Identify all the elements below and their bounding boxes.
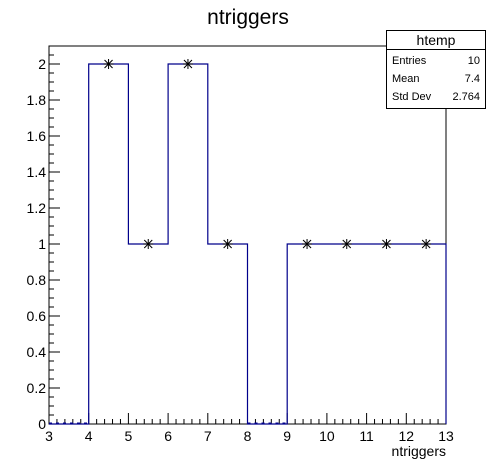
x-tick-label: 10 [319, 428, 335, 444]
y-tick-label: 1.4 [27, 164, 47, 180]
y-tick-label: 0.2 [27, 380, 47, 396]
x-tick-label: 4 [85, 428, 93, 444]
bin-marker [341, 239, 352, 249]
stats-stddev-value: 2.764 [452, 91, 480, 103]
chart-title: ntriggers [207, 6, 289, 29]
stats-row-stddev: Std Dev 2.764 [392, 89, 480, 105]
y-tick-label: 1.2 [27, 200, 47, 216]
marker-stroke [183, 59, 193, 69]
y-tick-label: 0 [38, 416, 46, 432]
y-tick-label: 0.6 [27, 308, 47, 324]
stats-entries-value: 10 [467, 55, 480, 67]
y-tick-label: 0.8 [27, 272, 47, 288]
marker-stroke [421, 239, 431, 249]
x-axis: 3 4 5 6 7 8 9 10 11 12 13 [45, 413, 454, 444]
marker-stroke [104, 59, 113, 69]
marker-stroke [382, 239, 391, 249]
bin-marker [222, 239, 233, 249]
stats-entries-label: Entries [392, 55, 427, 67]
y-tick-label: 1.8 [27, 92, 47, 108]
stats-box: htemp Entries 10 Mean 7.4 Std Dev 2.764 [386, 30, 486, 109]
y-tick-label: 1.6 [27, 128, 47, 144]
bin-marker [182, 59, 193, 69]
stats-row-entries: Entries 10 [392, 53, 480, 69]
bin-marker [302, 239, 313, 249]
bin-marker [143, 239, 154, 249]
x-tick-label: 8 [244, 428, 252, 444]
stats-row-mean: Mean 7.4 [392, 71, 480, 87]
x-axis-label: ntriggers [392, 443, 446, 459]
x-tick-label: 6 [164, 428, 172, 444]
x-tick-label: 11 [359, 428, 374, 444]
bin-marker [103, 59, 114, 69]
y-tick-label: 0.4 [27, 344, 47, 360]
marker-stroke [223, 239, 233, 249]
marker-stroke [342, 239, 352, 249]
stats-mean-label: Mean [392, 73, 420, 85]
x-tick-label: 12 [399, 428, 415, 444]
marker-stroke [143, 239, 153, 249]
bin-marker [381, 239, 392, 249]
x-tick-label: 7 [204, 428, 212, 444]
x-tick-label: 9 [283, 428, 291, 444]
y-tick-label: 1 [38, 236, 46, 252]
stats-mean-value: 7.4 [464, 73, 480, 85]
x-tick-label: 5 [125, 428, 133, 444]
histogram-markers [103, 59, 432, 249]
marker-stroke [302, 239, 312, 249]
stats-stddev-label: Std Dev [392, 91, 432, 103]
bin-marker [421, 239, 432, 249]
x-tick-label: 3 [45, 428, 53, 444]
stats-title: htemp [387, 31, 485, 50]
y-tick-label: 2 [38, 56, 46, 72]
y-axis: 0 0.2 0.4 0.6 0.8 1 1.2 1.4 1.6 1.8 2 [27, 45, 60, 432]
x-tick-label: 13 [438, 428, 454, 444]
